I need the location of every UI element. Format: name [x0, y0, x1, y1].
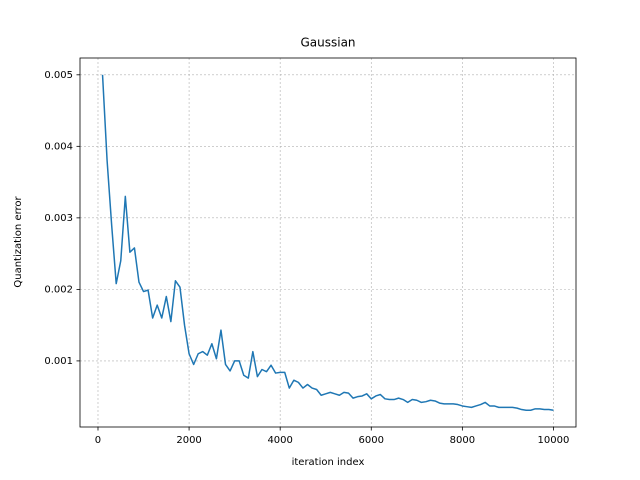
x-tick-label: 6000	[359, 435, 384, 446]
y-tick-label: 0.004	[44, 141, 73, 152]
chart-title: Gaussian	[300, 36, 355, 50]
x-axis-label: iteration index	[292, 457, 365, 468]
x-tick-label: 0	[95, 435, 101, 446]
x-tick-label: 8000	[450, 435, 475, 446]
y-tick-label: 0.005	[44, 70, 73, 81]
x-tick-label: 4000	[267, 435, 292, 446]
line	[101, 74, 554, 412]
plot-frame	[79, 57, 577, 428]
x-tick-label: 10000	[538, 435, 570, 446]
x-tick-label: 2000	[176, 435, 201, 446]
y-tick-label: 0.002	[44, 284, 73, 295]
y-tick-label: 0.001	[44, 356, 73, 367]
y-tick-label: 0.003	[44, 213, 73, 224]
y-axis-label: Quantization error	[13, 195, 24, 287]
